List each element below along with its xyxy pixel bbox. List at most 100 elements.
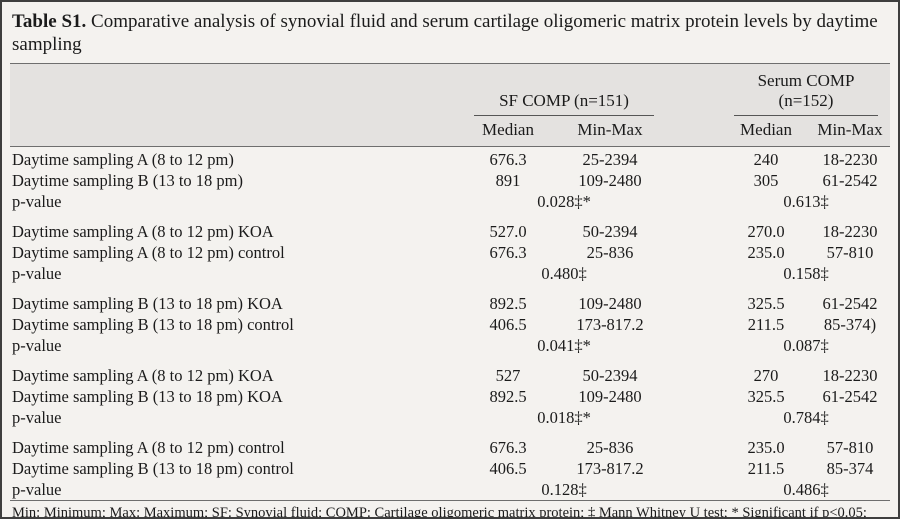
serum-median-cell: 235.0 <box>747 437 785 457</box>
subheader-sf-median: Median <box>462 116 554 147</box>
serum-minmax-cell: 18-2230 <box>822 365 878 385</box>
sf-median-cell: 406.5 <box>489 314 527 334</box>
gap-cell <box>666 263 722 284</box>
serum-median-cell: 211.5 <box>747 314 785 334</box>
row-label: Daytime sampling B (13 to 18 pm) <box>12 170 243 190</box>
serum-minmax-cell: 18-2230 <box>822 221 878 241</box>
serum-pvalue-cell: 0.613‡ <box>783 191 829 211</box>
serum-median-cell: 240 <box>753 150 779 169</box>
gap-cell <box>666 437 722 458</box>
pvalue-row: p-value 0.128‡ 0.486‡ <box>10 479 890 500</box>
table-row: Daytime sampling B (13 to 18 pm) KOA 892… <box>10 293 890 314</box>
row-label: Daytime sampling A (8 to 12 pm) control <box>12 242 285 262</box>
table-footnote: Min: Minimum; Max: Maximum; SF: Synovial… <box>10 500 890 517</box>
gap-cell <box>666 479 722 500</box>
gap-cell <box>666 335 722 356</box>
sf-minmax-cell: 109-2480 <box>578 386 642 406</box>
block-spacer <box>10 356 890 365</box>
row-label: Daytime sampling B (13 to 18 pm) KOA <box>12 293 283 313</box>
row-label: Daytime sampling B (13 to 18 pm) control <box>12 314 294 334</box>
subheader-serum-median: Median <box>722 116 810 147</box>
sub-header-row: Median Min-Max Median Min-Max <box>10 116 891 147</box>
sf-pvalue-cell: 0.028‡* <box>537 191 591 211</box>
serum-pvalue-cell: 0.486‡ <box>783 479 829 499</box>
table-row: Daytime sampling A (8 to 12 pm) control … <box>10 437 890 458</box>
sf-minmax-cell: 50-2394 <box>582 365 638 385</box>
sf-median-cell: 406.5 <box>489 458 527 478</box>
group-header-serum: Serum COMP (n=152) <box>722 63 891 116</box>
table-caption: Table S1. Comparative analysis of synovi… <box>10 2 890 63</box>
sf-minmax-cell: 173-817.2 <box>576 314 644 334</box>
serum-minmax-cell: 57-810 <box>826 437 874 457</box>
serum-median-cell: 270.0 <box>747 221 785 241</box>
serum-minmax-cell: 61-2542 <box>822 170 878 190</box>
sf-median-cell: 892.5 <box>489 386 527 406</box>
row-label: Daytime sampling A (8 to 12 pm) control <box>12 437 285 457</box>
serum-median-cell: 270 <box>753 365 779 385</box>
sf-median-cell: 527.0 <box>489 221 527 241</box>
sf-minmax-cell: 109-2480 <box>578 293 642 313</box>
serum-median-cell: 211.5 <box>747 458 785 478</box>
gap-cell <box>666 314 722 335</box>
row-label: Daytime sampling A (8 to 12 pm) KOA <box>12 365 274 385</box>
table-row: Daytime sampling B (13 to 18 pm) control… <box>10 314 890 335</box>
group-header-sf: SF COMP (n=151) <box>462 63 666 116</box>
serum-pvalue-cell: 0.158‡ <box>783 263 829 283</box>
row-label: Daytime sampling B (13 to 18 pm) KOA <box>12 386 283 406</box>
serum-pvalue-cell: 0.087‡ <box>783 335 829 355</box>
row-label: Daytime sampling B (13 to 18 pm) control <box>12 458 294 478</box>
gap-cell <box>666 458 722 479</box>
gap-cell <box>666 170 722 191</box>
block-control-a-vs-b: Daytime sampling A (8 to 12 pm) control … <box>10 437 890 500</box>
serum-median-cell: 305 <box>753 170 779 190</box>
sf-minmax-cell: 25-836 <box>586 437 634 457</box>
pvalue-label: p-value <box>12 335 62 355</box>
sf-median-cell: 892.5 <box>489 293 527 313</box>
sf-pvalue-cell: 0.041‡* <box>537 335 591 355</box>
sf-minmax-cell: 50-2394 <box>582 221 638 241</box>
gap-cell <box>666 293 722 314</box>
pvalue-label: p-value <box>12 263 62 283</box>
block-spacer <box>10 212 890 221</box>
serum-minmax-cell: 61-2542 <box>822 386 878 406</box>
serum-pvalue-cell: 0.784‡ <box>783 407 829 427</box>
sf-pvalue-cell: 0.018‡* <box>537 407 591 427</box>
subheader-sf-minmax: Min-Max <box>554 116 666 147</box>
sf-median-cell: 891 <box>495 170 521 190</box>
table-caption-number: Table S1. <box>12 11 87 32</box>
serum-median-cell: 325.5 <box>747 293 785 313</box>
group-header-row: SF COMP (n=151) Serum COMP (n=152) <box>10 63 891 116</box>
comp-table: SF COMP (n=151) Serum COMP (n=152) Media… <box>10 63 891 500</box>
block-spacer <box>10 428 890 437</box>
table-row: Daytime sampling A (8 to 12 pm) KOA 527.… <box>10 221 890 242</box>
table-row: Daytime sampling B (13 to 18 pm) 891 109… <box>10 170 890 191</box>
serum-minmax-cell: 61-2542 <box>822 293 878 313</box>
serum-minmax-cell: 18-2230 <box>822 150 878 169</box>
pvalue-label: p-value <box>12 407 62 427</box>
pvalue-label: p-value <box>12 191 62 211</box>
sf-minmax-cell: 25-836 <box>586 242 634 262</box>
serum-minmax-cell: 57-810 <box>826 242 874 262</box>
pvalue-row: p-value 0.041‡* 0.087‡ <box>10 335 890 356</box>
serum-median-cell: 235.0 <box>747 242 785 262</box>
gap-header-cell <box>666 63 722 116</box>
sf-median-cell: 676.3 <box>489 150 527 169</box>
table-row: Daytime sampling B (13 to 18 pm) KOA 892… <box>10 386 890 407</box>
serum-median-cell: 325.5 <box>747 386 785 406</box>
table-row: Daytime sampling A (8 to 12 pm) control … <box>10 242 890 263</box>
serum-minmax-cell: 85-374 <box>826 458 874 478</box>
group-header-serum-label: Serum COMP (n=152) <box>734 71 879 116</box>
sf-median-cell: 527 <box>495 365 521 385</box>
empty-header-cell <box>10 63 462 116</box>
subheader-serum-minmax: Min-Max <box>810 116 891 147</box>
gap-cell <box>666 365 722 386</box>
block-spacer <box>10 284 890 293</box>
table-caption-text: Comparative analysis of synovial fluid a… <box>12 11 878 55</box>
gap-cell <box>666 386 722 407</box>
sf-minmax-cell: 173-817.2 <box>576 458 644 478</box>
table-header: SF COMP (n=151) Serum COMP (n=152) Media… <box>10 63 891 147</box>
block-a-koa-vs-control: Daytime sampling A (8 to 12 pm) KOA 527.… <box>10 221 890 293</box>
block-koa-a-vs-b: Daytime sampling A (8 to 12 pm) KOA 527 … <box>10 365 890 437</box>
gap-cell <box>666 242 722 263</box>
